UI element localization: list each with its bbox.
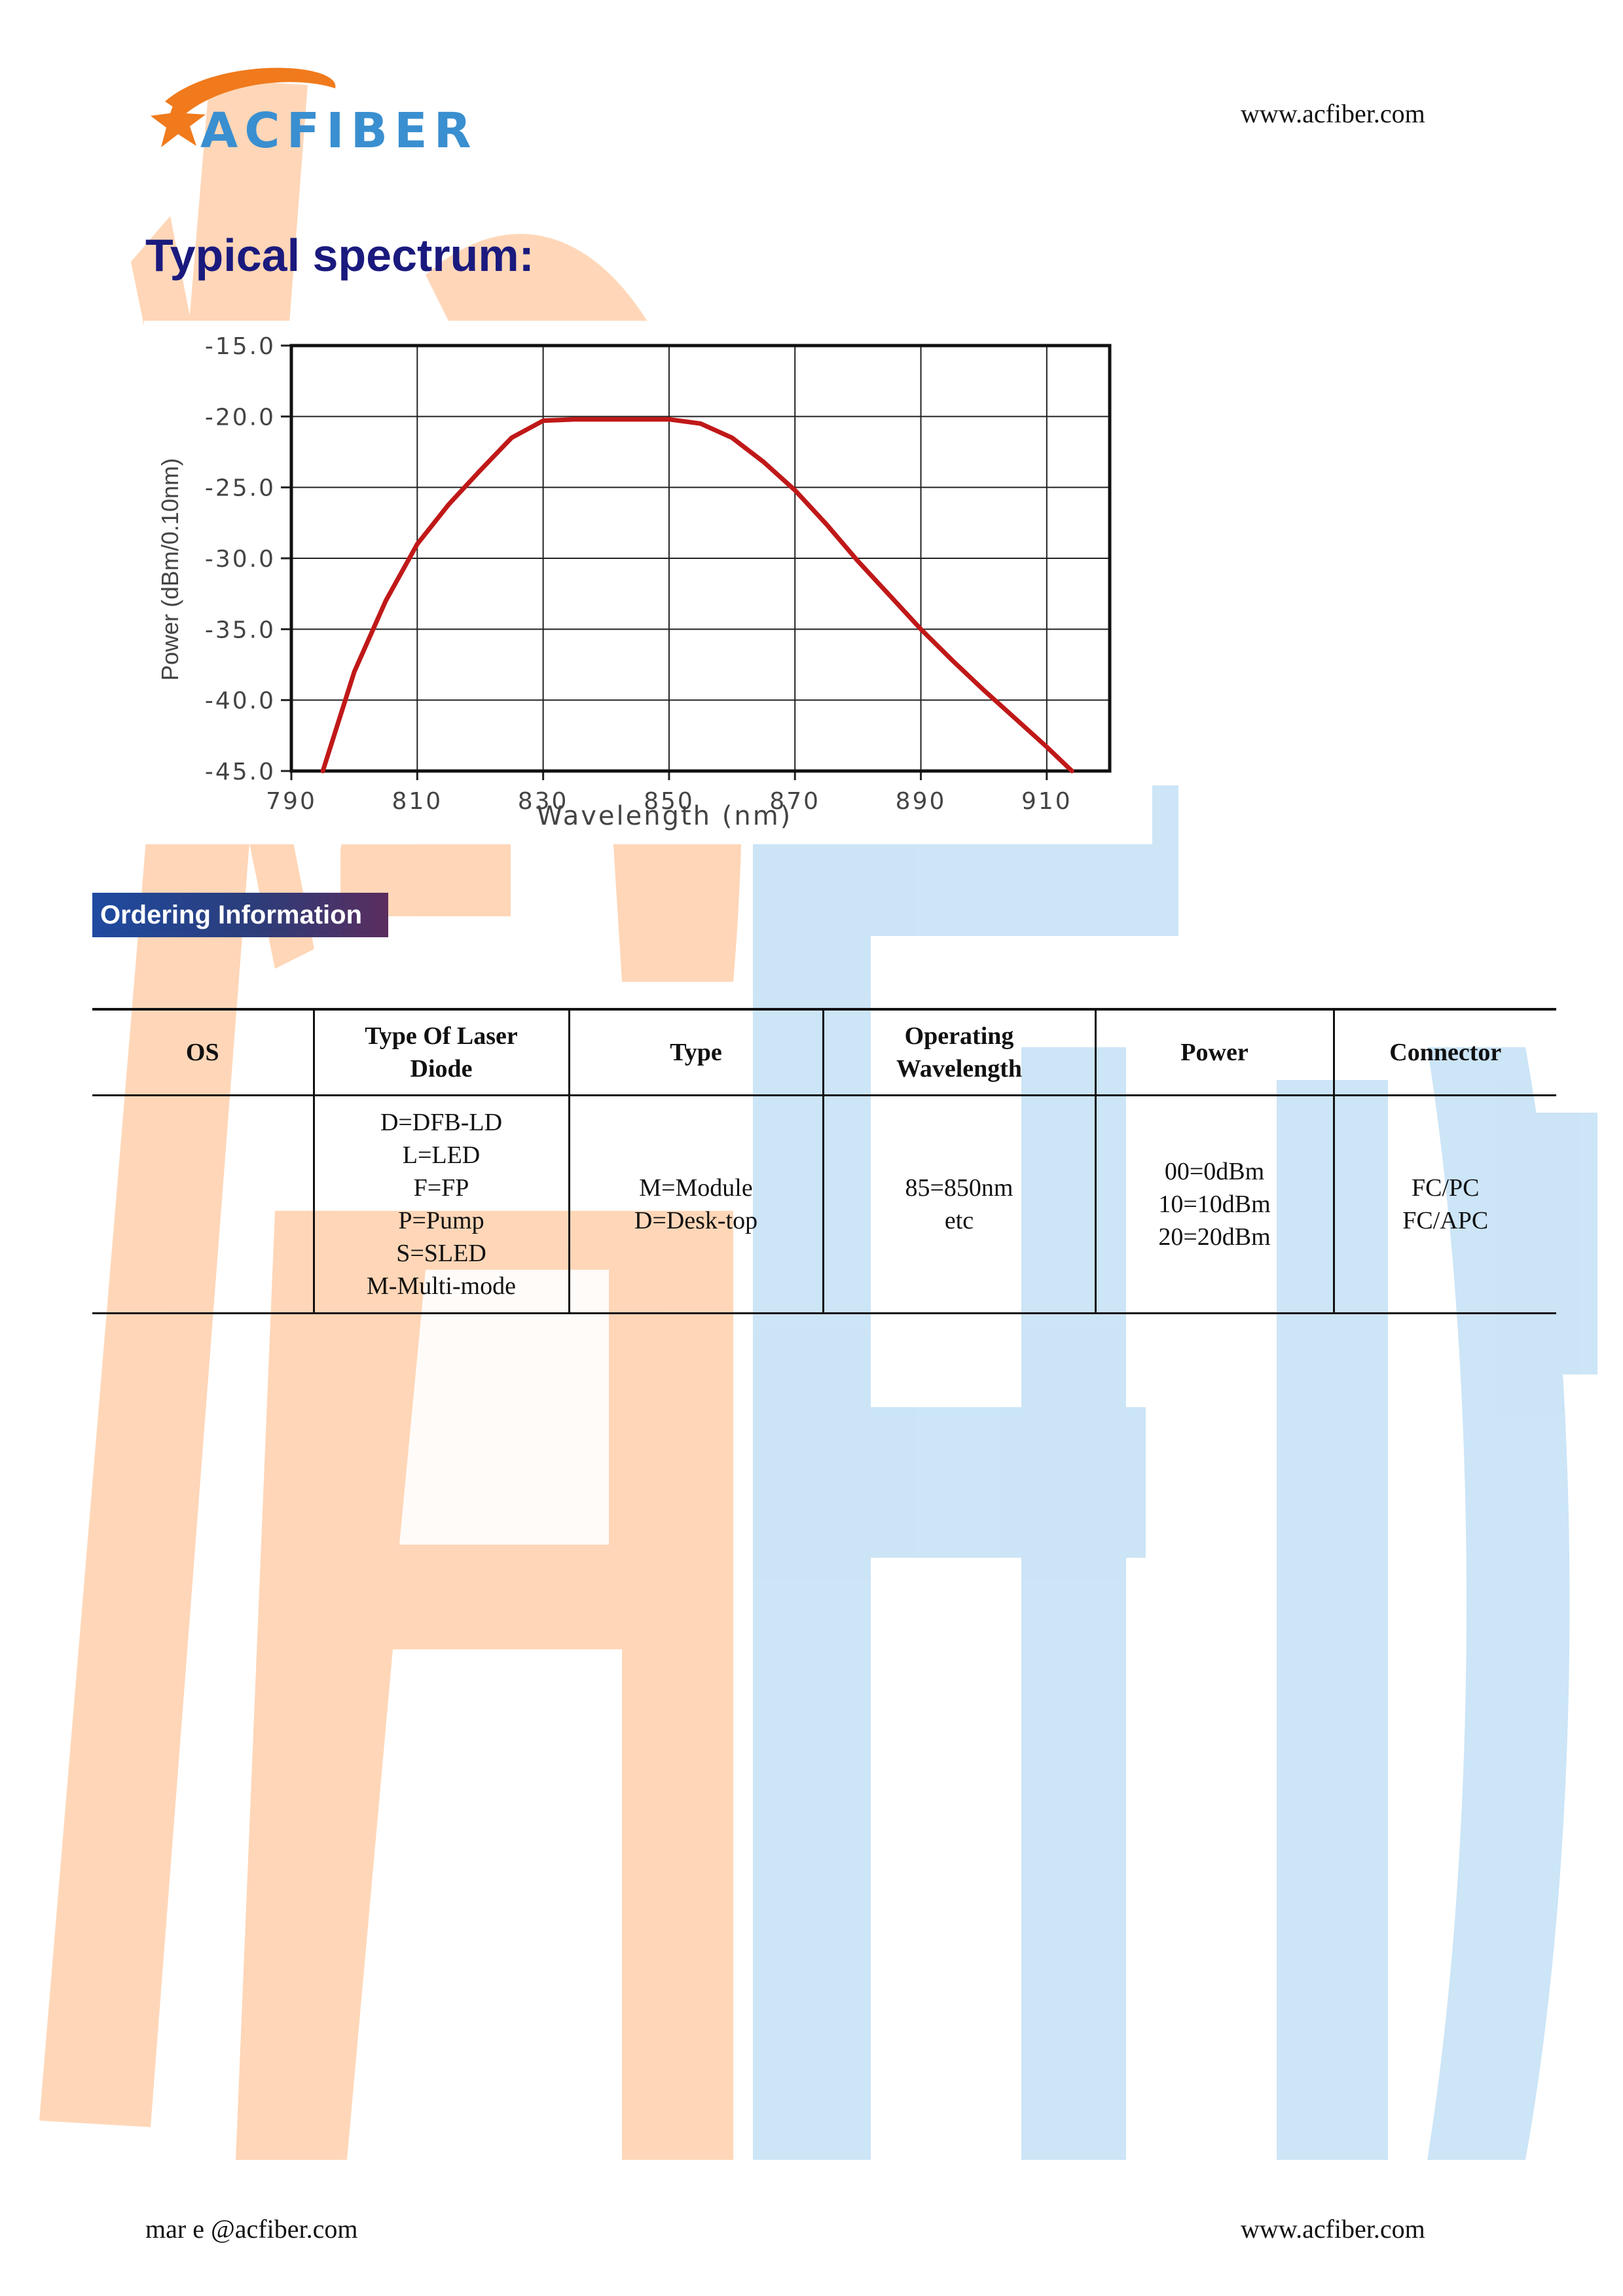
chart-y-tick-label: -35.0: [205, 617, 276, 643]
cell-os: [92, 1095, 314, 1314]
header-connector: Connector: [1332, 1008, 1556, 1096]
chart-tick-labels: 790 810 830 850 870 890 910 -15.0 -20.0 -25.0 -30.…: [205, 333, 1072, 815]
chart-x-tick-label: 830: [518, 788, 569, 815]
chart-y-tick-label: -15.0: [205, 333, 276, 360]
logo-star-icon: [151, 95, 206, 147]
spectrum-chart: 790 810 830 850 870 890 910 -15.0 -20.0 -25.0 -30.…: [144, 321, 1152, 844]
cell-power: 00=0dBm 10=10dBm 20=20dBm: [1094, 1095, 1334, 1314]
cell-connector: FC/PC FC/APC: [1332, 1095, 1556, 1314]
footer-website[interactable]: www.acfiber.com: [1241, 2214, 1425, 2244]
cell-type: M=Module D=Desk-top: [568, 1095, 823, 1314]
chart-x-axis-label: Wavelength (nm): [537, 801, 793, 831]
chart-y-tick-label: -30.0: [205, 546, 276, 573]
chart-y-tick-label: -20.0: [205, 404, 276, 431]
chart-x-tick-label: 910: [1021, 788, 1072, 815]
section-title: Typical spectrum:: [145, 230, 534, 281]
chart-y-tick-label: -40.0: [205, 688, 276, 715]
ordering-table: OS Type Of Laser Diode Type Operating Wave…: [92, 1008, 1556, 1314]
logo-swoosh-icon: [165, 67, 336, 115]
chart-x-tick-label: 870: [769, 788, 820, 815]
chart-x-tick-label: 810: [392, 788, 443, 815]
ordering-information-badge: Ordering Information: [92, 893, 388, 937]
chart-series-line: [320, 417, 1074, 774]
cell-laser-diode: D=DFB-LD L=LED F=FP P=Pump S=SLED M-Multi-mod…: [312, 1095, 569, 1314]
header-os: OS: [92, 1008, 314, 1096]
chart-y-tick-label: -45.0: [205, 759, 276, 785]
header-power: Power: [1094, 1008, 1334, 1096]
chart-axes: [281, 344, 1112, 780]
header-type: Type: [568, 1008, 823, 1096]
chart-x-tick-label: 850: [644, 788, 695, 815]
cell-wavelength: 85=850nm etc: [822, 1095, 1095, 1314]
chart-plot-frame: [289, 344, 1112, 773]
header-website[interactable]: www.acfiber.com: [1241, 99, 1425, 128]
acfiber-logo: ACFIBER: [145, 62, 486, 160]
header-laser-diode: Type Of Laser Diode: [312, 1008, 569, 1096]
logo-wordmark: ACFIBER: [200, 103, 478, 159]
table-header-row: OS Type Of Laser Diode Type Operating Wave…: [92, 1008, 1556, 1096]
chart-x-tick-label: 890: [896, 788, 947, 815]
chart-x-tick-label: 790: [266, 788, 317, 815]
chart-y-axis-label: Power (dBm/0.10nm): [156, 458, 183, 681]
table-row: D=DFB-LD L=LED F=FP P=Pump S=SLED M-Multi-mod…: [92, 1095, 1556, 1314]
header-wavelength: Operating Wavelength: [822, 1008, 1095, 1096]
chart-y-tick-label: -25.0: [205, 475, 276, 502]
footer-email[interactable]: mar e @acfiber.com: [145, 2214, 358, 2244]
